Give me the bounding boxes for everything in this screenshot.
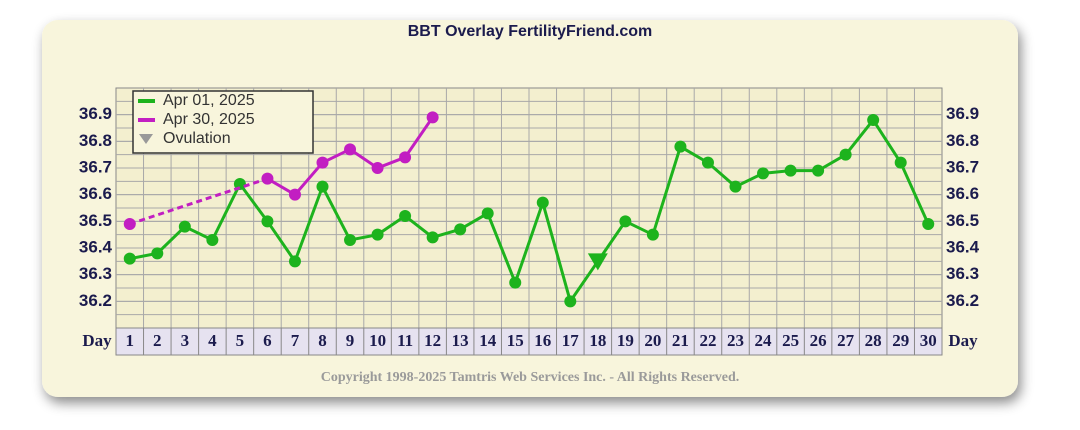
point	[371, 228, 384, 241]
x-tick-label: 21	[672, 331, 689, 350]
x-tick-label: 10	[369, 331, 386, 350]
x-tick-label: 25	[782, 331, 799, 350]
point	[757, 167, 770, 180]
point	[701, 156, 714, 169]
y-tick-label: 36.8	[79, 131, 112, 150]
y-tick-label: 36.2	[79, 291, 112, 310]
legend-label: Apr 30, 2025	[163, 111, 255, 128]
x-axis-label: Day	[948, 331, 978, 350]
x-tick-label: 14	[479, 331, 497, 350]
point	[867, 114, 880, 126]
point	[784, 164, 797, 177]
point	[454, 223, 467, 236]
y-tick-label: 36.9	[946, 104, 979, 123]
x-tick-label: 22	[699, 331, 716, 350]
y-tick-label: 36.3	[946, 264, 979, 283]
y-tick-label: 36.4	[79, 237, 113, 256]
y-tick-label: 36.8	[946, 131, 979, 150]
y-tick-label: 36.6	[79, 184, 112, 203]
point	[206, 234, 219, 246]
point	[261, 215, 274, 228]
x-tick-label: 30	[920, 331, 937, 350]
y-tick-label: 36.6	[946, 184, 979, 203]
y-tick-label: 36.2	[946, 291, 979, 310]
point	[123, 218, 136, 230]
point	[288, 188, 301, 201]
point	[564, 295, 577, 308]
ovulation-marker	[587, 253, 608, 271]
point	[509, 276, 522, 289]
point	[371, 162, 384, 174]
point	[178, 220, 191, 233]
y-tick-label: 36.9	[79, 104, 112, 123]
point	[344, 143, 357, 156]
x-tick-label: 2	[153, 331, 162, 350]
x-tick-label: 23	[727, 331, 744, 350]
x-tick-label: 13	[452, 331, 469, 350]
legend-label: Ovulation	[163, 130, 231, 147]
gap-connector	[129, 177, 268, 226]
point	[729, 180, 742, 193]
x-tick-label: 29	[892, 331, 909, 350]
footer: Copyright 1998-2025 Tamtris Web Services…	[321, 370, 740, 385]
point	[233, 178, 246, 190]
x-tick-label: 11	[397, 331, 413, 350]
x-tick-label: 15	[507, 331, 524, 350]
x-tick-label: 3	[181, 331, 190, 350]
point	[536, 196, 549, 209]
point	[481, 207, 494, 220]
point	[344, 234, 357, 246]
point	[646, 228, 659, 241]
x-tick-label: 9	[346, 331, 355, 350]
x-tick-label: 26	[810, 331, 827, 350]
y-tick-label: 36.3	[79, 264, 112, 283]
y-tick-label: 36.4	[946, 237, 980, 256]
x-tick-label: 12	[424, 331, 441, 350]
x-tick-label: 6	[263, 331, 272, 350]
point	[151, 247, 164, 260]
point	[619, 215, 632, 228]
x-tick-label: 20	[644, 331, 661, 350]
x-tick-label: 4	[208, 331, 217, 350]
point	[812, 164, 825, 177]
x-tick-label: 27	[837, 331, 855, 350]
chart-title: BBT Overlay FertilityFriend.com	[408, 23, 653, 40]
point	[316, 156, 329, 169]
legend-label: Apr 01, 2025	[163, 92, 255, 109]
y-tick-label: 36.7	[946, 157, 979, 176]
point	[426, 111, 439, 124]
point	[426, 231, 439, 244]
point	[839, 148, 852, 161]
point	[399, 210, 412, 222]
point	[316, 180, 329, 193]
point	[261, 172, 274, 185]
x-tick-label: 17	[562, 331, 580, 350]
x-tick-label: 1	[126, 331, 135, 350]
x-tick-label: 28	[865, 331, 882, 350]
point	[674, 140, 687, 153]
x-tick-label: 8	[318, 331, 327, 350]
x-axis-label: Day	[82, 331, 112, 350]
y-tick-label: 36.5	[79, 211, 112, 230]
legend-swatch	[139, 134, 153, 144]
x-tick-label: 19	[617, 331, 634, 350]
x-tick-label: 5	[236, 331, 245, 350]
x-tick-label: 7	[291, 331, 300, 350]
x-tick-label: 24	[755, 331, 773, 350]
point	[288, 255, 301, 268]
y-tick-label: 36.5	[946, 211, 979, 230]
point	[123, 252, 136, 265]
legend	[132, 90, 314, 154]
x-tick-label: 18	[589, 331, 606, 350]
x-tick-label: 16	[534, 331, 551, 350]
point	[399, 151, 412, 164]
y-tick-label: 36.7	[79, 157, 112, 176]
point	[894, 156, 907, 169]
point	[922, 218, 935, 230]
